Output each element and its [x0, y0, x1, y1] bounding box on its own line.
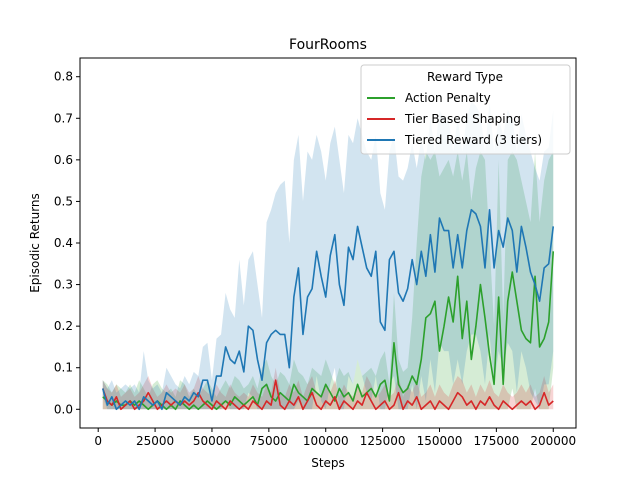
- legend-items: Action Penalty Tier Based Shaping Tiered R…: [367, 91, 542, 147]
- x-tick-label: 0: [94, 434, 102, 448]
- x-tick-label: 175000: [473, 434, 519, 448]
- y-tick-label: 0.0: [54, 402, 73, 416]
- y-tick-label: 0.1: [54, 361, 73, 375]
- x-tick-label: 150000: [417, 434, 463, 448]
- x-tick-label: 75000: [250, 434, 288, 448]
- legend-label-tier-based-shaping: Tier Based Shaping: [404, 112, 521, 126]
- x-tick-label: 125000: [360, 434, 406, 448]
- x-axis-label: Steps: [311, 456, 345, 470]
- y-tick-label: 0.4: [54, 236, 73, 250]
- x-tick-label: 100000: [303, 434, 349, 448]
- y-tick-label: 0.6: [54, 153, 73, 167]
- y-tick-label: 0.3: [54, 278, 73, 292]
- y-tick-label: 0.2: [54, 319, 73, 333]
- action-penalty-line: [102, 251, 555, 411]
- chart-title: FourRooms: [289, 37, 367, 53]
- tiered-reward-3-tiers-line: [101, 208, 555, 411]
- legend: Reward Type Action Penalty Tier Based Sha…: [360, 64, 571, 155]
- y-tick-label: 0.7: [54, 111, 73, 125]
- y-tick-label: 0.8: [54, 70, 73, 84]
- y-axis-label: Episodic Returns: [28, 193, 42, 293]
- legend-title: Reward Type: [427, 70, 503, 84]
- tiered-reward-3-tiers-band: [102, 101, 554, 410]
- legend-label-action-penalty: Action Penalty: [405, 91, 491, 105]
- x-tick-label: 50000: [193, 434, 231, 448]
- x-tick-label: 25000: [136, 434, 174, 448]
- legend-box: [360, 64, 571, 155]
- x-tick-label: 200000: [530, 434, 576, 448]
- series-lines: [101, 208, 555, 411]
- y-tick-label: 0.5: [54, 194, 73, 208]
- legend-label-tiered-reward-3-tiers: Tiered Reward (3 tiers): [404, 133, 542, 147]
- x-axis-ticks: 0 25000 50000 75000 100000 125000 150000 175000…: [94, 428, 576, 448]
- y-axis-ticks: 0.0 0.1 0.2 0.3 0.4 0.5 0.6 0.7 0.8: [54, 70, 80, 416]
